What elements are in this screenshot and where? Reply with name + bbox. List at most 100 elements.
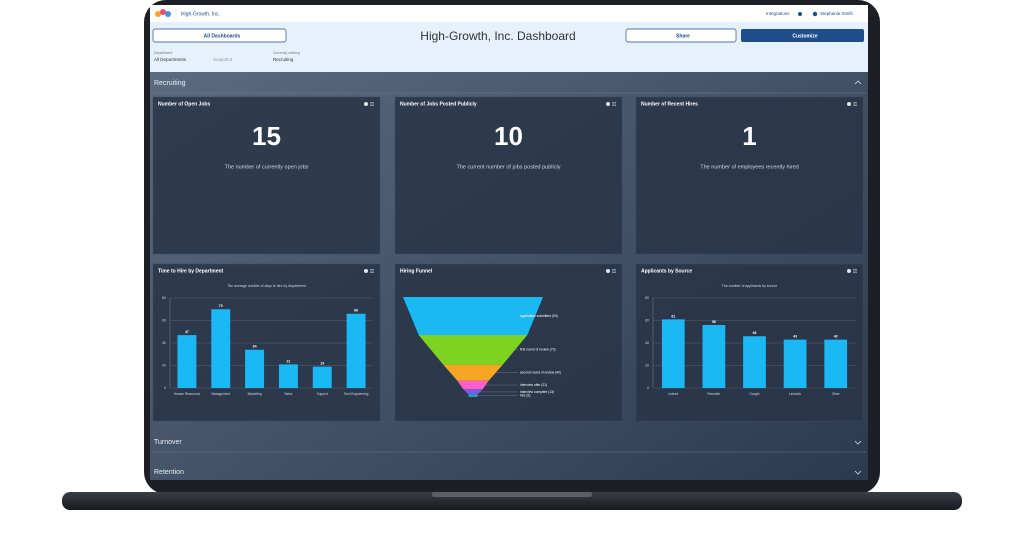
kpi-value: 1: [742, 121, 756, 151]
value-label: 66: [354, 309, 358, 313]
bar[interactable]: [346, 313, 366, 388]
bar[interactable]: [702, 325, 726, 388]
y-tick-label: 0: [164, 386, 166, 390]
all-dashboards-button[interactable]: [152, 28, 287, 43]
value-label: 34: [253, 345, 257, 349]
funnel-stage[interactable]: [463, 389, 483, 395]
funnel-stage[interactable]: [403, 297, 543, 336]
value-label: 43: [793, 335, 797, 339]
card-title: Hiring Funnel: [400, 268, 433, 274]
top-nav: [150, 5, 868, 22]
menu-icon[interactable]: [853, 102, 857, 106]
filter-label: Department: [154, 51, 172, 55]
y-tick-label: 20: [162, 363, 166, 367]
funnel-label: second round of review (40): [520, 371, 561, 375]
bell-icon[interactable]: [798, 12, 802, 16]
dashboard-title: High-Growth, Inc. Dashboard: [420, 29, 575, 43]
value-label: 70: [219, 304, 223, 308]
info-icon[interactable]: [606, 269, 610, 273]
x-tick-label: LinkedIn: [789, 392, 801, 396]
x-tick-label: Google: [749, 392, 760, 396]
x-tick-label: Human Resources: [174, 392, 201, 396]
screen: High-Growth, Inc. Integrations Stephanie…: [150, 5, 868, 480]
bar[interactable]: [278, 364, 298, 388]
x-tick-label: Management: [211, 392, 230, 396]
y-tick-label: 60: [162, 318, 166, 322]
funnel-stage[interactable]: [457, 380, 489, 390]
kpi-caption: The number of currently open jobs: [225, 164, 309, 170]
y-tick-label: 40: [162, 341, 166, 345]
chart-subtitle: The average number of days to hire by de…: [227, 284, 306, 288]
bar[interactable]: [177, 335, 197, 388]
menu-icon[interactable]: [370, 102, 374, 106]
bar[interactable]: [743, 336, 766, 388]
funnel-label: hire (6): [520, 394, 530, 398]
laptop-base: [62, 492, 962, 510]
company-switcher[interactable]: High-Growth, Inc.: [181, 11, 220, 17]
kpi-caption: The number of employees recently hired: [700, 164, 798, 170]
user-icon: [812, 11, 818, 17]
y-tick-label: 0: [647, 386, 649, 390]
info-icon[interactable]: [364, 102, 368, 106]
value-label: 56: [712, 320, 716, 324]
bar[interactable]: [211, 309, 231, 388]
snapshot-filter[interactable]: Snapshot: [213, 57, 233, 62]
bar[interactable]: [783, 339, 807, 388]
value-label: 43: [834, 335, 838, 339]
department-filter[interactable]: All Departments: [154, 57, 187, 62]
menu-icon[interactable]: [612, 269, 616, 273]
value-label: 19: [320, 362, 324, 366]
share-label: Share: [676, 33, 690, 39]
card: [152, 96, 381, 255]
user-menu[interactable]: Stephanie Smith: [820, 11, 854, 16]
chevron: [854, 80, 862, 85]
funnel-label: interview offer (21): [520, 383, 547, 387]
logo: [165, 11, 171, 17]
funnel-label: first round of review (73): [520, 348, 556, 352]
logo: [160, 9, 166, 15]
card-title: Number of Open Jobs: [158, 101, 210, 107]
bar[interactable]: [661, 319, 685, 388]
kpi-caption: The current number of jobs posted public…: [457, 164, 561, 170]
x-tick-label: Indeed: [668, 392, 678, 396]
card-title: Applicants by Source: [641, 268, 692, 274]
info-icon[interactable]: [847, 102, 851, 106]
section-header[interactable]: Turnover: [154, 439, 182, 446]
funnel-stage[interactable]: [443, 364, 503, 381]
value-label: 46: [753, 331, 757, 335]
share-button[interactable]: [625, 28, 737, 43]
menu-icon[interactable]: [612, 102, 616, 106]
chevron: [854, 440, 862, 445]
menu-icon[interactable]: [853, 269, 857, 273]
section-header[interactable]: Retention: [154, 469, 184, 476]
card-title: Number of Jobs Posted Publicly: [400, 101, 477, 107]
y-tick-label: 80: [162, 296, 166, 300]
chevron: [854, 470, 862, 475]
menu-icon[interactable]: [370, 269, 374, 273]
value-label: 61: [671, 314, 675, 318]
laptop-notch: [432, 492, 592, 497]
y-tick-label: 20: [645, 363, 649, 367]
y-tick-label: 40: [645, 341, 649, 345]
card: [635, 96, 864, 255]
bar[interactable]: [824, 339, 848, 388]
info-icon[interactable]: [364, 269, 368, 273]
bar[interactable]: [312, 366, 332, 388]
value-label: 21: [286, 359, 290, 363]
funnel-stage[interactable]: [418, 335, 528, 365]
customize-label: Customize: [792, 33, 818, 39]
logo: [155, 11, 161, 17]
x-tick-label: Recruiter: [707, 392, 721, 396]
section-header[interactable]: Recruiting: [154, 80, 186, 87]
integrations-link[interactable]: Integrations: [766, 11, 790, 16]
bar[interactable]: [245, 349, 265, 388]
y-tick-label: 60: [645, 318, 649, 322]
info-icon[interactable]: [606, 102, 610, 106]
info-icon[interactable]: [847, 269, 851, 273]
y-tick-label: 80: [645, 296, 649, 300]
funnel-stage[interactable]: [468, 394, 478, 397]
customize-button[interactable]: [741, 29, 864, 42]
x-tick-label: Other: [832, 392, 841, 396]
viewing-filter[interactable]: Recruiting: [273, 57, 294, 62]
